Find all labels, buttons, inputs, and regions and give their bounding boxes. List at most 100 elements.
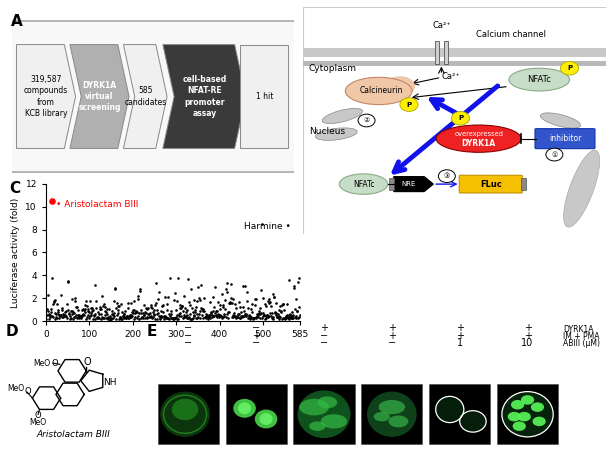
Text: NRE: NRE	[402, 181, 416, 187]
Text: −: −	[184, 324, 192, 333]
Point	[224, 309, 234, 316]
Point	[138, 310, 147, 317]
Point	[278, 300, 288, 308]
Point	[203, 315, 213, 323]
Ellipse shape	[385, 76, 415, 97]
Point	[280, 315, 289, 323]
Point	[194, 295, 204, 302]
Point	[51, 310, 61, 318]
Text: E: E	[146, 324, 157, 339]
Point	[294, 313, 304, 320]
Point	[287, 308, 297, 316]
Point	[255, 304, 265, 312]
Point	[237, 312, 247, 319]
Point	[136, 306, 146, 313]
Point	[173, 274, 183, 281]
Point	[100, 303, 110, 311]
Text: +: +	[523, 324, 532, 333]
Point	[220, 297, 230, 304]
Text: −: −	[320, 330, 328, 341]
Point	[53, 307, 63, 314]
Point	[69, 313, 78, 320]
Point	[69, 310, 79, 317]
Point	[180, 304, 190, 311]
Point	[168, 315, 178, 322]
Point	[75, 314, 84, 322]
Point	[215, 311, 225, 319]
Point	[149, 310, 159, 318]
Point	[237, 313, 247, 321]
Point	[201, 314, 211, 322]
Point	[222, 280, 231, 287]
Point	[136, 314, 146, 321]
Point	[252, 310, 262, 317]
Point	[257, 220, 267, 228]
Text: O: O	[51, 358, 58, 368]
Point	[154, 289, 164, 296]
Ellipse shape	[321, 414, 347, 429]
Point	[94, 314, 103, 321]
Point	[289, 306, 299, 313]
Ellipse shape	[379, 400, 405, 414]
Point	[195, 297, 204, 304]
Bar	[429, 385, 490, 444]
Bar	[435, 41, 439, 64]
Point	[184, 314, 193, 321]
Point	[48, 197, 58, 205]
Point	[225, 299, 235, 307]
Point	[129, 307, 139, 314]
Point	[169, 297, 179, 304]
Point	[199, 305, 209, 312]
Point	[251, 314, 261, 321]
Text: 319,587
compounds
from
KCB library: 319,587 compounds from KCB library	[24, 75, 68, 118]
Point	[118, 315, 127, 322]
Point	[69, 315, 78, 322]
Point	[160, 293, 170, 301]
Point	[267, 313, 277, 320]
Point	[86, 305, 95, 312]
Point	[141, 309, 151, 316]
Point	[48, 197, 58, 205]
Text: −: −	[388, 338, 396, 348]
Point	[131, 308, 141, 316]
Text: ②: ②	[364, 118, 370, 123]
Point	[177, 302, 187, 310]
Point	[207, 311, 217, 319]
Point	[130, 313, 140, 320]
Point	[163, 314, 173, 322]
Text: O: O	[24, 387, 31, 397]
Point	[105, 315, 114, 322]
Point	[72, 311, 81, 319]
Point	[211, 311, 220, 318]
Point	[70, 313, 80, 321]
Point	[151, 299, 160, 306]
Point	[187, 315, 197, 323]
Point	[92, 314, 102, 322]
Ellipse shape	[367, 392, 417, 437]
Point	[67, 296, 77, 303]
Point	[172, 298, 182, 305]
Point	[79, 306, 89, 313]
Point	[234, 298, 244, 305]
Ellipse shape	[255, 410, 277, 428]
Point	[90, 310, 100, 318]
Point	[227, 313, 237, 321]
Point	[283, 313, 293, 321]
Text: DYRK1A: DYRK1A	[461, 139, 496, 148]
Point	[222, 288, 232, 296]
Polygon shape	[241, 45, 288, 148]
Text: −: −	[184, 338, 192, 348]
Point	[65, 315, 75, 322]
Point	[103, 315, 113, 323]
Text: MeO: MeO	[29, 418, 47, 427]
FancyArrow shape	[303, 62, 606, 66]
Point	[226, 280, 236, 287]
Point	[121, 314, 131, 321]
Point	[88, 306, 98, 313]
Point	[42, 306, 51, 313]
Point	[91, 281, 100, 289]
Point	[108, 314, 118, 322]
Point	[130, 309, 140, 317]
Point	[94, 314, 104, 321]
Text: IM + PMA: IM + PMA	[563, 332, 600, 341]
